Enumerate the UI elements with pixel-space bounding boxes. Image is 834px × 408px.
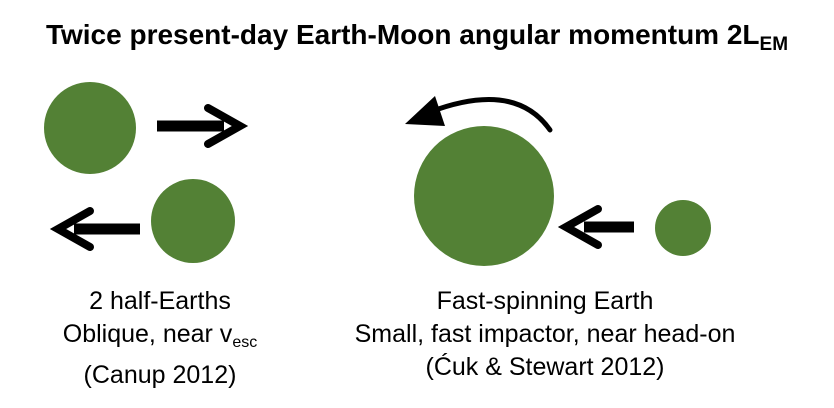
spin-arrow-icon [405, 96, 553, 133]
arrow-left-icon [49, 207, 140, 251]
fast-spinning-earth-circle [414, 126, 554, 266]
left-caption-line2: Oblique, near vesc [0, 318, 320, 359]
left-caption-line2-subscript: esc [232, 334, 258, 351]
diagram-title: Twice present-day Earth-Moon angular mom… [0, 18, 834, 62]
arrow-right-icon [157, 104, 249, 148]
half-earth-upper-circle [44, 82, 136, 174]
left-caption-line3: (Canup 2012) [83, 361, 237, 389]
left-caption-line2-main: Oblique, near v [62, 320, 233, 348]
impactor-circle [655, 200, 711, 256]
right-caption-line3: (Ćuk & Stewart 2012) [425, 353, 665, 381]
right-scenario-caption: Fast-spinning Earth Small, fast impactor… [300, 285, 790, 384]
left-caption-line1: 2 half-Earths [89, 287, 231, 315]
right-caption-line1: Fast-spinning Earth [436, 287, 654, 315]
title-main: Twice present-day Earth-Moon angular mom… [45, 19, 760, 50]
right-caption-line2: Small, fast impactor, near head-on [354, 320, 736, 348]
title-subscript: EM [759, 34, 789, 55]
half-earth-lower-circle [151, 179, 235, 263]
left-scenario-caption: 2 half-Earths Oblique, near vesc (Canup … [0, 285, 320, 392]
arrow-left-impactor-icon [557, 205, 634, 249]
